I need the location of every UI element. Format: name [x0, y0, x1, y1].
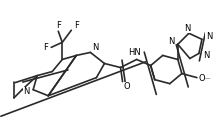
Text: F: F: [43, 43, 48, 52]
Text: N: N: [23, 87, 29, 96]
Text: HN: HN: [128, 48, 141, 57]
Text: F: F: [56, 21, 61, 30]
Text: N: N: [169, 37, 175, 46]
Text: O: O: [199, 74, 205, 83]
Text: F: F: [74, 21, 79, 30]
Text: —: —: [205, 76, 211, 81]
Text: N: N: [206, 32, 212, 41]
Text: N: N: [184, 24, 190, 33]
Text: N: N: [92, 43, 99, 52]
Text: N: N: [203, 51, 209, 60]
Text: O: O: [123, 82, 130, 91]
